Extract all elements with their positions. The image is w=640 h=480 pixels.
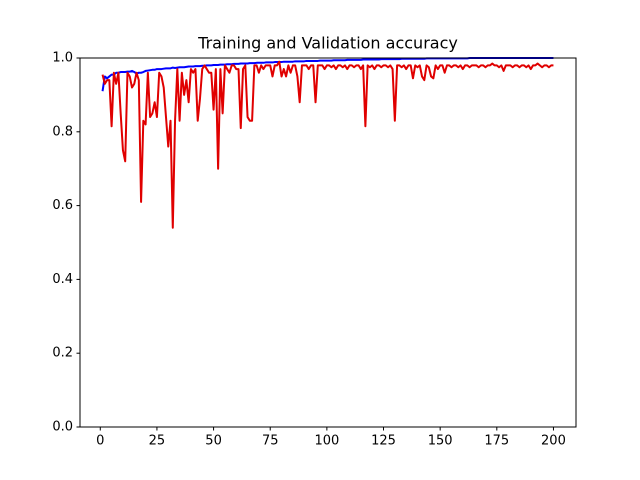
x-tick-label: 0	[96, 434, 104, 449]
x-tick-label: 150	[428, 434, 453, 449]
x-tick-label: 50	[205, 434, 222, 449]
x-tick-label: 100	[314, 434, 339, 449]
x-tick-label: 200	[541, 434, 566, 449]
x-tick-label: 125	[371, 434, 396, 449]
y-tick-label: 0.4	[52, 272, 73, 287]
y-tick-label: 0.2	[52, 346, 73, 361]
x-tick-label: 175	[484, 434, 509, 449]
y-tick-label: 1.0	[52, 51, 73, 66]
data-line	[101, 60, 554, 229]
y-tick-label: 0.8	[52, 124, 73, 139]
chart-title: Training and Validation accuracy	[197, 34, 458, 53]
plot-frame	[79, 57, 577, 428]
x-tick-label: 75	[262, 434, 279, 449]
y-tick-label: 0.6	[52, 198, 73, 213]
y-tick-label: 0.0	[52, 420, 73, 435]
x-tick-label: 25	[149, 434, 166, 449]
